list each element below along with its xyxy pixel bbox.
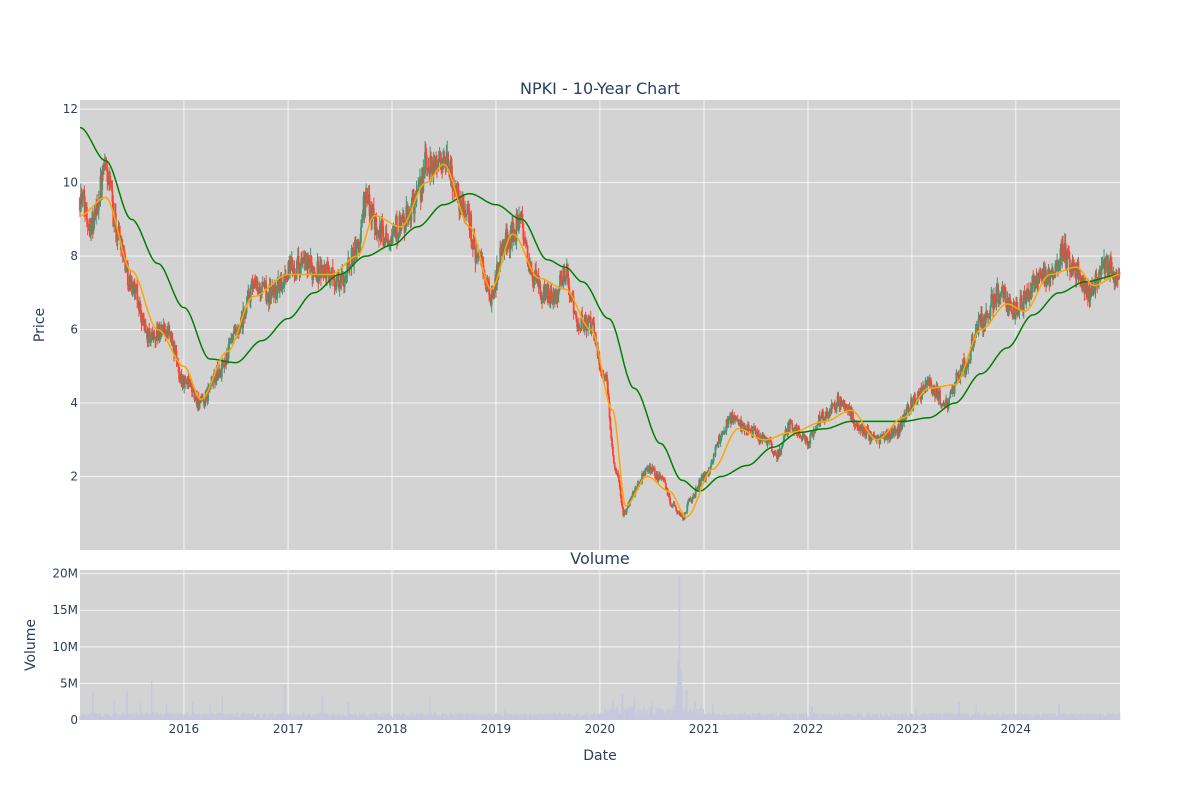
- candle-body: [846, 404, 848, 408]
- candle-body: [939, 391, 941, 404]
- candle-body: [612, 447, 614, 455]
- candle-body: [664, 480, 666, 483]
- candle-body: [346, 262, 348, 275]
- candle-body: [954, 384, 956, 393]
- candle-body: [364, 202, 366, 216]
- candle-body: [614, 463, 616, 467]
- candle-body: [675, 507, 677, 510]
- price-y-tick-2: 6: [70, 323, 78, 337]
- candle-body: [318, 271, 320, 282]
- candle-body: [613, 455, 615, 463]
- candle-body: [438, 159, 440, 163]
- candle-body: [464, 210, 466, 214]
- candle-body: [832, 403, 834, 404]
- price-y-axis-label: Price: [32, 308, 48, 342]
- candle-body: [360, 227, 362, 242]
- candle-body: [1095, 273, 1097, 277]
- candle-body: [654, 468, 656, 475]
- price-y-tick-5: 12: [63, 102, 78, 116]
- candle-body: [632, 493, 634, 496]
- candle-body: [656, 474, 658, 480]
- candle-body: [780, 449, 782, 454]
- volume-bar: [151, 679, 152, 720]
- price-chart-title: NPKI - 10-Year Chart: [520, 79, 680, 98]
- candle-body: [674, 505, 676, 507]
- price-y-tick-4: 10: [63, 176, 78, 190]
- volume-bar: [284, 685, 285, 720]
- candle-body: [386, 233, 388, 239]
- volume-bar: [322, 695, 323, 720]
- price-y-tick-0: 2: [70, 470, 78, 484]
- candle-body: [1005, 291, 1007, 304]
- candle-body: [906, 407, 908, 414]
- price-y-tick-3: 8: [70, 249, 78, 263]
- candle-body: [1098, 272, 1100, 282]
- candle-body: [426, 155, 428, 169]
- candle-body: [926, 381, 928, 385]
- candle-body: [834, 404, 836, 408]
- price-y-tick-1: 4: [70, 396, 78, 410]
- candle-body: [565, 276, 567, 281]
- candle-body: [522, 224, 524, 240]
- candle-body: [802, 436, 804, 440]
- candle: [846, 404, 848, 408]
- candle-body: [741, 424, 743, 432]
- candle-body: [728, 420, 730, 421]
- price-y-tick-labels: 2 4 6 8 10 12: [63, 102, 78, 483]
- candle-body: [424, 152, 426, 173]
- candle-body: [229, 343, 231, 344]
- candle-body: [838, 396, 840, 404]
- candle-body: [276, 285, 278, 298]
- candle-body: [799, 434, 801, 436]
